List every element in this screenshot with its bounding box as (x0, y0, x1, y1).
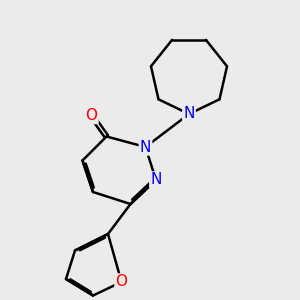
Text: O: O (85, 108, 98, 123)
Text: N: N (183, 106, 195, 122)
Text: N: N (140, 140, 151, 154)
Text: N: N (150, 172, 162, 188)
Text: O: O (116, 274, 128, 290)
